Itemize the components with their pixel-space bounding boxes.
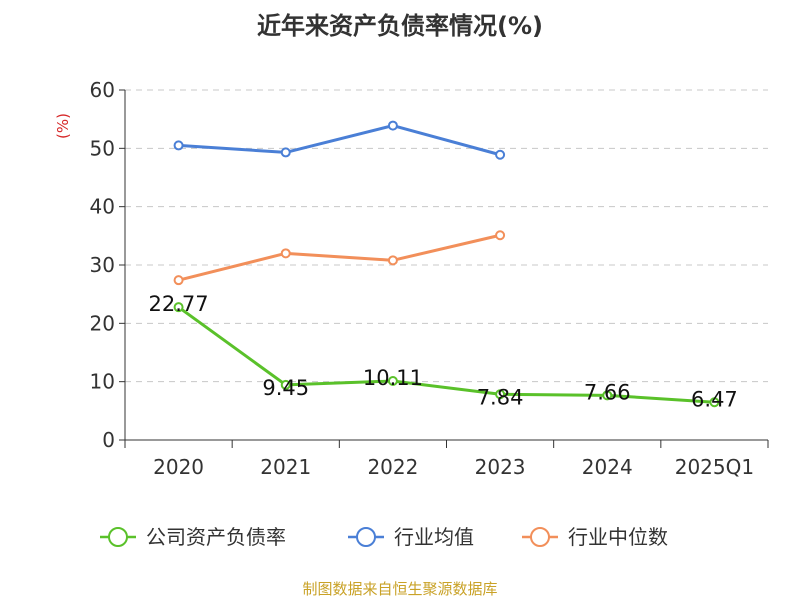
data-label: 7.66 [584, 380, 631, 404]
x-tick-label: 2024 [582, 455, 633, 479]
legend-marker [108, 527, 128, 547]
data-point [280, 248, 291, 259]
y-tick-label: 60 [90, 78, 115, 102]
legend-label: 行业中位数 [568, 525, 668, 549]
data-point [387, 120, 398, 131]
legend-marker [356, 527, 376, 547]
series-line-3 [178, 233, 501, 282]
data-point [495, 230, 506, 241]
data-point [173, 302, 184, 313]
x-tick-label: 2020 [153, 455, 204, 479]
series-line-1 [177, 305, 715, 404]
series-line-2 [178, 124, 501, 157]
y-tick-label: 50 [90, 136, 115, 160]
legend-label: 公司资产负债率 [146, 525, 286, 549]
data-point [387, 255, 398, 266]
y-tick-label: 30 [90, 253, 115, 277]
data-point [709, 397, 720, 408]
y-tick-label: 0 [102, 428, 115, 452]
chart-title: 近年来资产负债率情况(%) [257, 12, 543, 40]
y-axis-label: (%) [54, 113, 72, 139]
data-label: 6.47 [691, 387, 738, 411]
x-tick-label: 2023 [475, 455, 526, 479]
data-label: 7.84 [477, 385, 524, 409]
data-point [280, 147, 291, 158]
legend-label: 行业均值 [394, 525, 474, 549]
x-tick-label: 2021 [260, 455, 311, 479]
data-point [173, 140, 184, 151]
legend-marker [530, 527, 550, 547]
data-point [495, 389, 506, 400]
data-label: 9.45 [262, 376, 309, 400]
x-tick-label: 2025Q1 [675, 455, 754, 479]
data-point [602, 390, 613, 401]
data-point [173, 275, 184, 286]
y-tick-label: 40 [90, 195, 115, 219]
data-point [387, 376, 398, 387]
source-footer: 制图数据来自恒生聚源数据库 [302, 580, 498, 598]
data-label: 22.77 [149, 292, 209, 316]
x-tick-label: 2022 [367, 455, 418, 479]
data-point [280, 379, 291, 390]
y-tick-label: 20 [90, 311, 115, 335]
y-tick-label: 10 [90, 370, 115, 394]
data-label: 10.11 [363, 366, 423, 390]
data-point [495, 149, 506, 160]
